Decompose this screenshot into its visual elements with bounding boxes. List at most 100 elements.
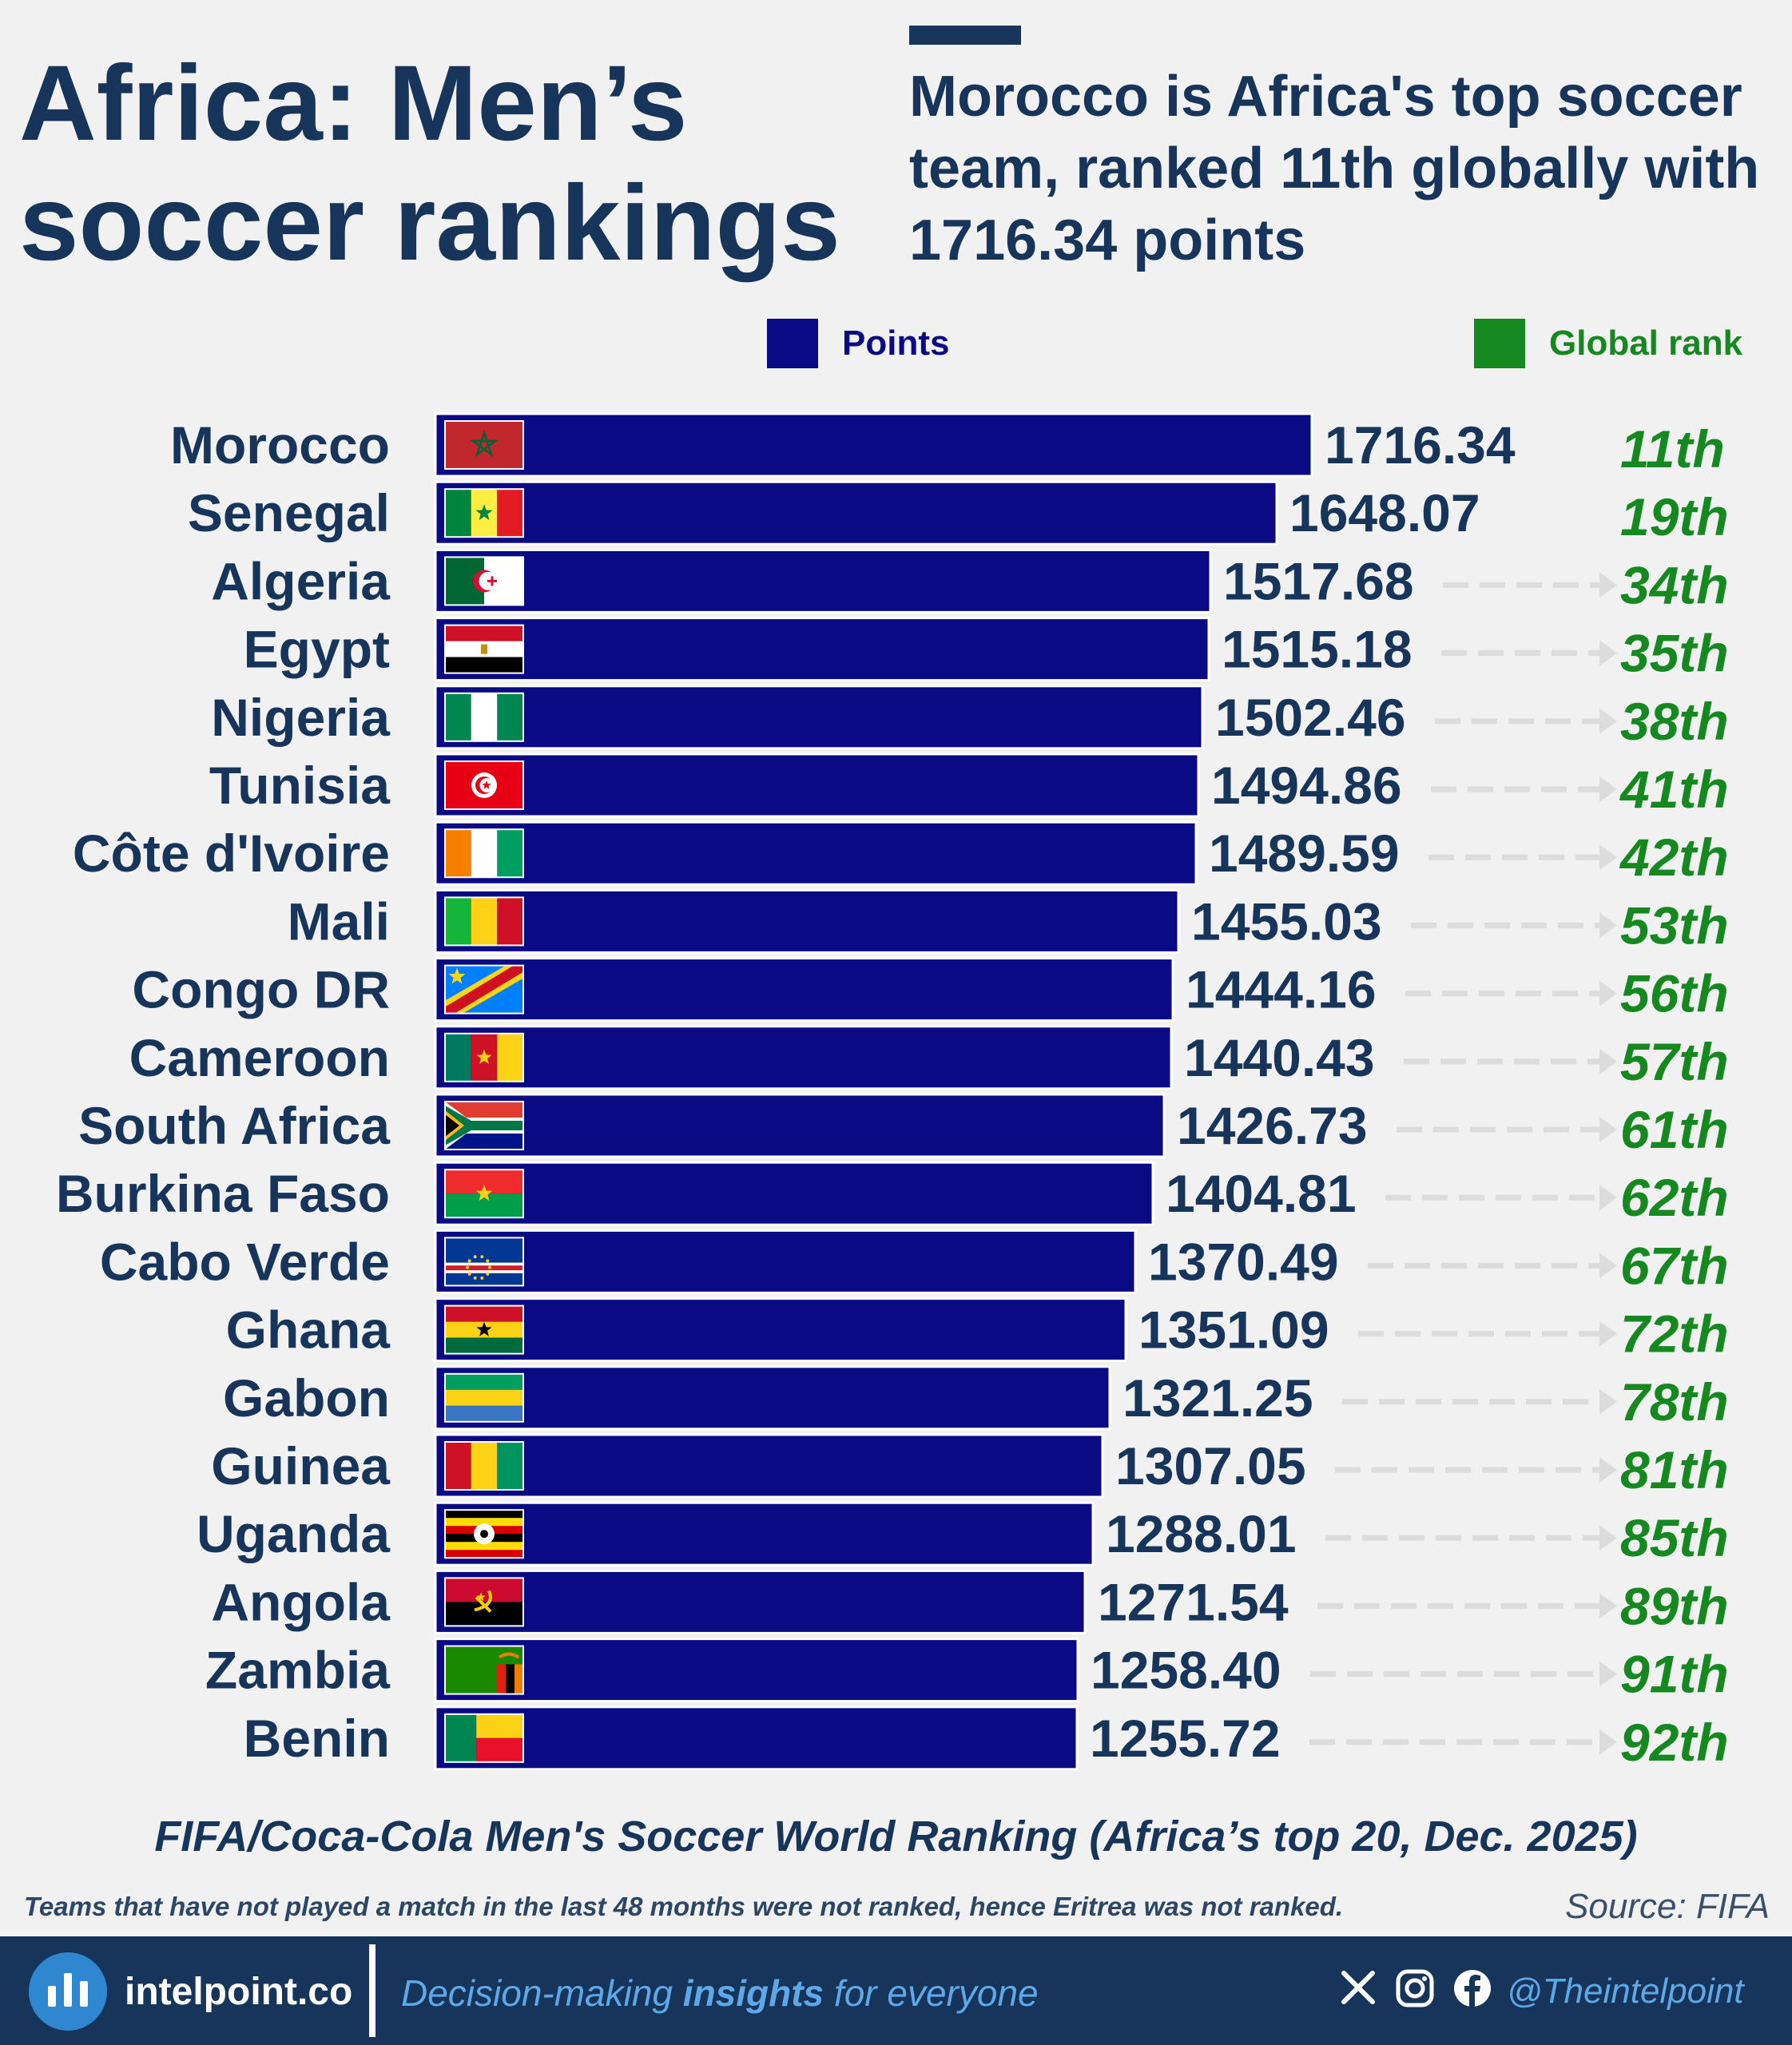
legend-rank-label: Global rank — [1549, 324, 1743, 363]
global-rank-label: 11th — [1620, 419, 1725, 478]
points-bar — [434, 1297, 1127, 1363]
arrow-head-icon — [1599, 844, 1617, 871]
social-handle[interactable]: @Theintelpoint — [1507, 1972, 1744, 2011]
points-value-label: 1489.59 — [1209, 824, 1400, 883]
chart-caption: FIFA/Coca-Cola Men's Soccer World Rankin… — [154, 1813, 1638, 1860]
points-bar — [434, 1433, 1104, 1499]
global-rank-label: 67th — [1620, 1236, 1729, 1295]
global-rank-label: 35th — [1620, 624, 1729, 683]
page-subtitle: Morocco is Africa's top soccer team, ran… — [909, 65, 1760, 272]
points-bar — [434, 480, 1278, 546]
country-label: Zambia — [205, 1641, 391, 1700]
points-value-label: 1517.68 — [1223, 551, 1414, 610]
guinea-flag-icon — [444, 1441, 524, 1491]
country-label: Mali — [288, 891, 390, 951]
arrow-head-icon — [1599, 1320, 1617, 1347]
legend-rank-swatch — [1474, 319, 1525, 368]
zambia-flag-icon — [444, 1645, 524, 1695]
points-bar — [434, 1365, 1111, 1431]
points-bar-chart: Morocco 1716.34 11th Senegal 1648.07 19th Alge… — [56, 412, 1729, 1772]
global-rank-label: 38th — [1620, 692, 1729, 751]
brand-link[interactable]: intelpoint.co — [125, 1971, 353, 2013]
country-label: South Africa — [78, 1096, 391, 1155]
logo-bar — [80, 1981, 88, 2007]
global-rank-label: 56th — [1620, 964, 1729, 1023]
points-value-label: 1258.40 — [1091, 1641, 1281, 1700]
mali-flag-icon — [444, 896, 524, 947]
logo-bar — [64, 1973, 72, 2007]
gabon-flag-icon — [444, 1372, 524, 1423]
global-rank-label: 41th — [1619, 760, 1729, 819]
points-value-label: 1444.16 — [1186, 960, 1377, 1019]
global-rank-label: 61th — [1620, 1100, 1729, 1159]
country-label: Morocco — [170, 415, 390, 475]
tagline: Decision-making insights for everyone — [401, 1972, 1039, 2015]
tagline-bold: insights — [682, 1972, 824, 2014]
points-bar — [434, 412, 1313, 478]
country-label: Senegal — [188, 483, 390, 542]
arrow-head-icon — [1599, 980, 1617, 1007]
senegal-flag-icon — [444, 488, 524, 538]
country-label: Nigeria — [211, 688, 391, 747]
arrow-head-icon — [1599, 1593, 1617, 1619]
country-label: Uganda — [197, 1504, 391, 1563]
ghana-flag-icon — [444, 1304, 524, 1355]
angola-flag-icon — [444, 1577, 524, 1627]
global-rank-label: 19th — [1620, 487, 1729, 546]
points-value-label: 1648.07 — [1289, 483, 1480, 542]
arrow-head-icon — [1599, 1661, 1617, 1687]
egypt-flag-icon — [444, 624, 524, 674]
footer: intelpoint.co Decision-making insights f… — [0, 1936, 1792, 2045]
page-title: Africa: Men’s soccer rankings — [19, 44, 840, 283]
country-label: Cabo Verde — [100, 1232, 390, 1291]
points-bar — [434, 1501, 1095, 1567]
country-label: Côte d'Ivoire — [73, 824, 390, 883]
x-icon[interactable] — [1339, 1968, 1377, 2007]
points-value-label: 1288.01 — [1106, 1504, 1297, 1563]
points-value-label: 1494.86 — [1211, 756, 1402, 815]
arrow-head-icon — [1599, 776, 1617, 802]
cote-divoire-flag-icon — [444, 828, 524, 879]
instagram-icon[interactable] — [1395, 1968, 1435, 2008]
points-bar — [434, 1093, 1166, 1158]
points-value-label: 1455.03 — [1191, 891, 1382, 951]
arrow-head-icon — [1599, 1117, 1617, 1142]
tunisia-flag-icon — [444, 760, 524, 810]
cabo-verde-flag-icon — [444, 1237, 524, 1287]
points-bar — [434, 685, 1204, 750]
points-value-label: 1255.72 — [1090, 1709, 1281, 1768]
global-rank-label: 72th — [1620, 1304, 1729, 1364]
country-label: Angola — [211, 1572, 391, 1631]
points-bar — [434, 1025, 1173, 1090]
points-value-label: 1370.49 — [1148, 1232, 1339, 1291]
arrow-head-icon — [1599, 1048, 1617, 1074]
global-rank-label: 81th — [1620, 1440, 1729, 1499]
footnote: Teams that have not played a match in th… — [24, 1892, 1344, 1921]
intelpoint-logo-icon[interactable] — [29, 1952, 107, 2031]
global-rank-label: 34th — [1620, 555, 1729, 614]
facebook-icon[interactable] — [1452, 1968, 1492, 2008]
arrow-head-icon — [1599, 708, 1617, 734]
country-label: Tunisia — [209, 756, 391, 815]
arrow-head-icon — [1599, 1525, 1617, 1551]
tagline-after: for everyone — [824, 1972, 1039, 2014]
footer-divider — [369, 1944, 375, 2037]
global-rank-label: 91th — [1620, 1645, 1729, 1704]
country-label: Gabon — [223, 1368, 390, 1428]
global-rank-label: 62th — [1620, 1168, 1729, 1227]
nigeria-flag-icon — [444, 692, 524, 742]
points-bar — [434, 1229, 1137, 1294]
legend-points: Points — [767, 319, 949, 368]
algeria-flag-icon — [444, 556, 524, 606]
south-africa-flag-icon — [444, 1101, 524, 1150]
points-value-label: 1321.25 — [1122, 1368, 1313, 1428]
points-bar — [434, 1569, 1087, 1634]
uganda-flag-icon — [444, 1509, 524, 1559]
points-value-label: 1404.81 — [1166, 1164, 1357, 1223]
points-value-label: 1307.05 — [1115, 1436, 1306, 1495]
benin-flag-icon — [444, 1713, 524, 1763]
global-rank-label: 57th — [1620, 1032, 1729, 1091]
burkina-faso-flag-icon — [444, 1169, 524, 1219]
source-note: Source: FIFA — [1565, 1887, 1770, 1926]
points-bar — [434, 752, 1200, 818]
